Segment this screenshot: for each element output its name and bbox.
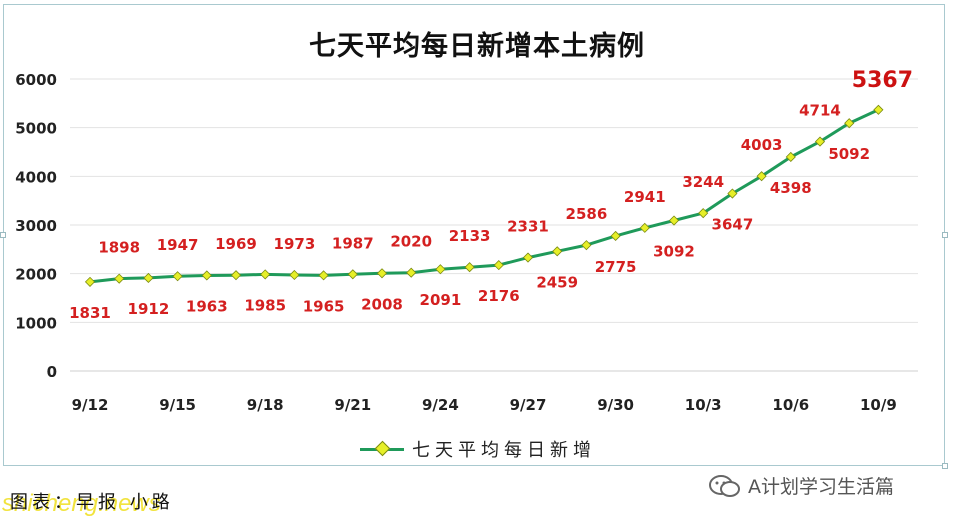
- data-label: 1973: [274, 235, 316, 253]
- data-label: 1963: [186, 297, 228, 315]
- chart-frame: [3, 4, 945, 466]
- data-point: [435, 264, 446, 275]
- x-tick-label: 9/27: [510, 396, 547, 414]
- data-label: 1965: [303, 297, 345, 315]
- data-label: 2091: [420, 291, 462, 309]
- data-point: [756, 171, 767, 182]
- data-point: [639, 222, 650, 233]
- data-point: [522, 252, 534, 263]
- data-point: [610, 230, 621, 242]
- data-label: 2008: [361, 295, 403, 313]
- data-point: [406, 267, 417, 278]
- x-tick-label: 9/30: [597, 396, 634, 414]
- data-label: 1947: [157, 236, 199, 254]
- wechat-icon: [708, 474, 742, 498]
- data-point: [785, 151, 796, 163]
- x-tick-label: 9/21: [334, 396, 371, 414]
- x-tick-label: 9/15: [159, 396, 196, 414]
- data-label: 4714: [799, 102, 841, 120]
- data-point: [172, 271, 183, 282]
- data-label: 2775: [595, 258, 637, 276]
- data-label: 1969: [215, 235, 257, 253]
- data-label: 2176: [478, 287, 520, 305]
- data-label: 4003: [741, 136, 783, 154]
- y-tick-label: 0: [47, 363, 57, 381]
- data-point: [464, 262, 475, 273]
- data-label: 1987: [332, 234, 374, 252]
- x-tick-label: 9/18: [247, 396, 284, 414]
- data-point: [873, 104, 884, 115]
- data-label: 1831: [69, 304, 111, 322]
- watermark: shicheng.news: [2, 490, 161, 517]
- data-label: 3092: [653, 243, 695, 261]
- resize-handle-left[interactable]: [0, 232, 6, 238]
- chart-title: 七天平均每日新增本土病例: [309, 31, 645, 62]
- brand-name: A计划学习生活篇: [748, 476, 894, 498]
- y-tick-label: 3000: [15, 217, 57, 235]
- data-label: 2586: [566, 205, 608, 223]
- data-label: 2941: [624, 188, 666, 206]
- y-tick-label: 1000: [15, 314, 57, 332]
- source-caption: 图表：早报 小路: [10, 492, 174, 513]
- data-point: [668, 215, 680, 226]
- data-label: 5092: [828, 145, 870, 163]
- data-label: 3647: [712, 216, 754, 234]
- data-label: 1912: [128, 300, 170, 318]
- x-tick-label: 10/3: [685, 396, 722, 414]
- x-tick-label: 9/24: [422, 396, 459, 414]
- y-tick-label: 2000: [15, 266, 57, 284]
- legend-label: 七天平均每日新增: [412, 440, 596, 461]
- data-point: [201, 270, 212, 281]
- data-point: [376, 268, 388, 279]
- data-label-latest: 5367: [852, 68, 913, 93]
- x-tick-label: 10/9: [860, 396, 897, 414]
- resize-handle-right[interactable]: [942, 232, 948, 238]
- data-label: 3244: [682, 173, 724, 191]
- data-point: [143, 272, 154, 284]
- data-label: 4398: [770, 179, 812, 197]
- data-label: 2331: [507, 218, 549, 236]
- data-point: [260, 269, 271, 280]
- data-point: [727, 188, 738, 199]
- data-point: [114, 273, 125, 284]
- data-point: [581, 240, 592, 251]
- x-tick-label: 9/12: [72, 396, 109, 414]
- brand-tag: A计划学习生活篇: [708, 472, 894, 499]
- y-tick-label: 4000: [15, 168, 57, 186]
- data-label: 1898: [98, 239, 140, 257]
- data-point: [552, 246, 563, 257]
- data-label: 2133: [449, 227, 491, 245]
- data-label: 2459: [536, 273, 578, 291]
- data-label: 1985: [244, 296, 286, 314]
- data-point: [698, 208, 709, 219]
- legend: 七天平均每日新增: [360, 436, 596, 462]
- data-point: [318, 270, 329, 281]
- data-point: [289, 269, 300, 281]
- resize-handle-bottom-right[interactable]: [942, 463, 948, 469]
- legend-swatch: [360, 440, 404, 456]
- series-line: [89, 108, 880, 284]
- data-label: 2020: [390, 233, 432, 251]
- y-tick-label: 6000: [15, 71, 57, 89]
- data-point: [844, 118, 855, 129]
- data-point: [84, 276, 96, 287]
- data-point: [347, 269, 358, 280]
- y-tick-label: 5000: [15, 120, 57, 138]
- data-point: [493, 260, 504, 271]
- data-point: [230, 270, 242, 281]
- data-point: [814, 136, 826, 147]
- x-tick-label: 10/6: [772, 396, 809, 414]
